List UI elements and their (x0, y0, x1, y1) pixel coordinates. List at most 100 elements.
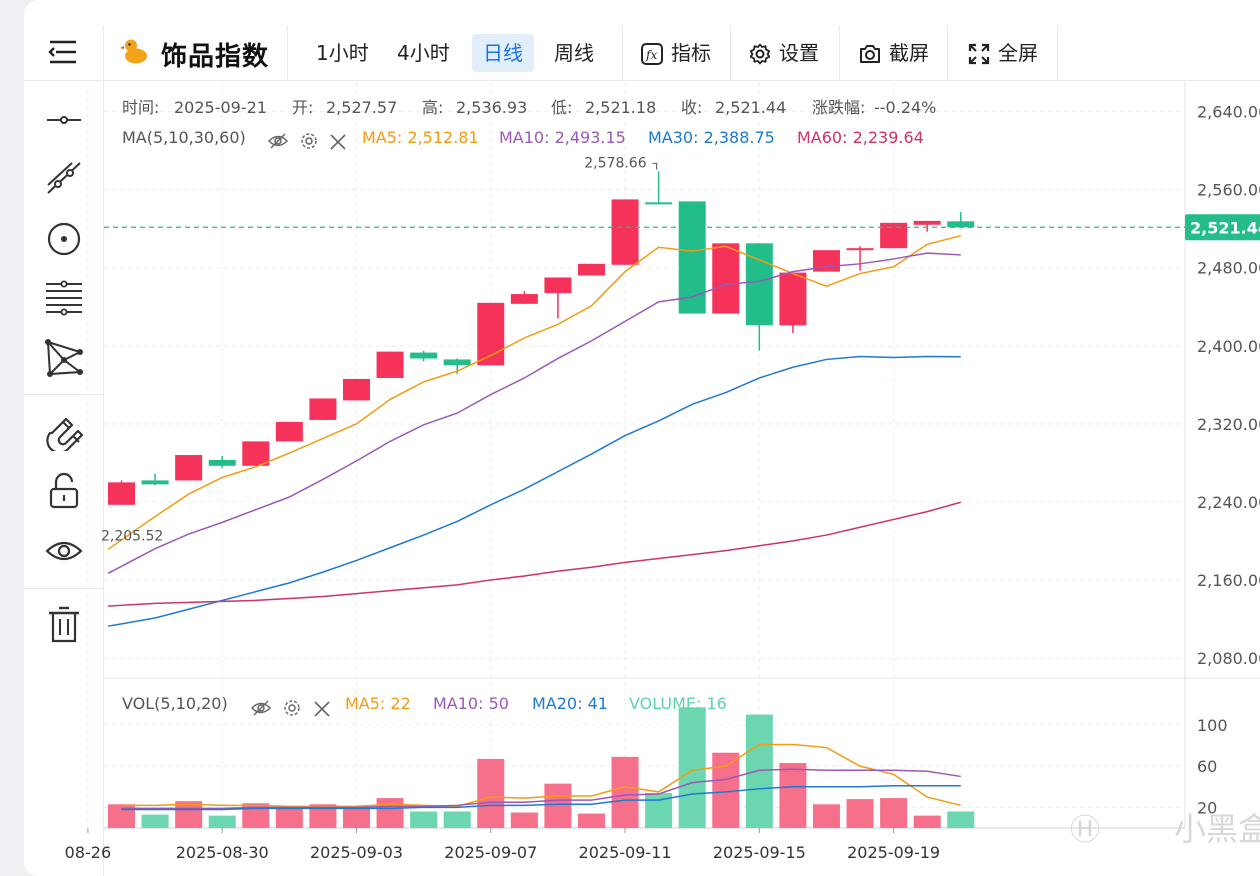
fib-retracement-icon[interactable] (44, 278, 84, 318)
tab-weekly[interactable]: 周线 (554, 41, 594, 65)
price-tick-label: 2,560.00 (1197, 181, 1260, 200)
candle-body (342, 378, 370, 401)
function-icon: fx (641, 43, 663, 65)
tab-daily[interactable]: 日线 (472, 34, 534, 72)
volume-bar (275, 806, 303, 828)
candle-body (443, 359, 471, 366)
volume-bar (443, 811, 471, 828)
low-marker-label: 2,205.52 (101, 529, 163, 545)
ma-legend-label: MA(5,10,30,60) (122, 128, 246, 147)
price-tick-label: 2,400.00 (1197, 337, 1260, 356)
high-label: 高: (422, 98, 443, 117)
candle-body (544, 277, 572, 294)
vol-settings-icon[interactable] (284, 700, 300, 716)
horizontal-line-icon[interactable] (44, 100, 84, 140)
annotations: 2,521.44 2,578.66 2,205.52 (101, 155, 1260, 545)
candle-body (577, 263, 605, 276)
volume-bars (108, 707, 975, 828)
watermark: 小黑盒 (1174, 810, 1260, 848)
volume-bar (309, 804, 337, 828)
time-label: 时间: (122, 98, 159, 117)
volume-ma20-line (121, 784, 961, 811)
volume-bar (544, 783, 572, 828)
tab-4h[interactable]: 4小时 (397, 41, 450, 65)
gear-icon (749, 43, 771, 65)
magnet-icon[interactable] (44, 411, 84, 454)
fullscreen-icon (968, 43, 990, 65)
candle-body (947, 221, 975, 228)
camera-icon (860, 45, 880, 63)
settings-label: 设置 (779, 41, 819, 65)
tab-1h[interactable]: 1小时 (316, 41, 369, 65)
open-label: 开: (292, 98, 313, 117)
svg-text:时间:2025-09-21开:2,527.57高:2,536: 时间: 2025-09-21 开: 2,527.57 高: 2,536.93 低: 2,521… (122, 98, 936, 117)
pattern-tool-icon[interactable] (44, 338, 84, 378)
volume-bar (175, 801, 203, 828)
volume-bar (913, 815, 941, 828)
last-price-tag (1185, 214, 1260, 241)
price-tick-label: 2,160.00 (1197, 571, 1260, 590)
ma5-line (107, 234, 961, 550)
vol-close-icon[interactable] (314, 701, 330, 717)
fullscreen-button[interactable]: 全屏 (967, 34, 1062, 72)
volume-bar (342, 806, 370, 828)
ma60-line (108, 501, 961, 607)
open-value: 2,527.57 (326, 98, 397, 117)
candlestick-chart[interactable]: 2,640.00 2,560.00 2,480.00 2,400.00 2,320.00… (24, 0, 1260, 876)
circle-tool-icon[interactable] (44, 218, 84, 258)
candle-body (141, 480, 169, 485)
time-tick-label: 08-26 (65, 843, 112, 862)
price-tick-label: 2,240.00 (1197, 493, 1260, 512)
candle-body (376, 351, 404, 378)
price-tick-label: 2,640.00 (1197, 103, 1260, 122)
ma-close-icon[interactable] (330, 134, 346, 150)
volume-bar (611, 756, 639, 828)
candle-body (510, 294, 538, 304)
ma-hide-icon[interactable] (267, 133, 289, 149)
volume-ma-lines (121, 743, 961, 811)
vol-hide-icon[interactable] (250, 700, 272, 716)
screenshot-button[interactable]: 截屏 (858, 34, 953, 72)
candle-body (175, 455, 203, 481)
fullscreen-label: 全屏 (998, 41, 1038, 65)
unlock-icon[interactable] (44, 471, 84, 511)
settings-button[interactable]: 设置 (748, 34, 843, 72)
price-tick-label: 2,320.00 (1197, 415, 1260, 434)
collapse-menu-icon[interactable] (44, 34, 80, 70)
time-tick-label: 2025-08-30 (176, 843, 269, 862)
toolbar-divider (103, 26, 104, 80)
volume-ma5-line (121, 743, 961, 808)
vol-ma10-legend: MA10: 50 (433, 694, 509, 713)
change-value: --0.24% (874, 98, 936, 117)
volume-bar (779, 763, 807, 828)
ma-settings-icon[interactable] (301, 133, 317, 149)
volume-legend: VOLUME: 16 (629, 694, 727, 713)
trend-line-icon[interactable] (44, 159, 84, 199)
vol-legend-label: VOL(5,10,20) (122, 694, 228, 713)
trash-icon[interactable] (44, 605, 84, 645)
screenshot-label: 截屏 (889, 41, 929, 65)
high-value: 2,536.93 (456, 98, 527, 117)
toolbar-divider (287, 26, 288, 80)
high-marker-label: 2,578.66 (584, 155, 646, 171)
time-tick-label: 2025-09-07 (444, 843, 537, 862)
candle-body (275, 421, 303, 442)
low-label: 低: (551, 98, 572, 117)
close-label: 收: (681, 98, 702, 117)
ma60-legend: MA60: 2,239.64 (797, 128, 924, 147)
ma-lines (107, 234, 961, 627)
page-title: 饰品指数 (161, 42, 270, 72)
ma30-line (107, 355, 961, 627)
eye-icon[interactable] (44, 531, 84, 571)
toolbar-divider (839, 26, 840, 80)
vol-ma5-legend: MA5: 22 (345, 694, 411, 713)
low-value: 2,521.18 (585, 98, 656, 117)
volume-bar (141, 814, 169, 828)
candle-body (309, 398, 337, 420)
candle-body (611, 199, 639, 265)
volume-bar (108, 804, 135, 828)
sidebar-divider (24, 588, 103, 589)
drawing-tools-sidebar (24, 81, 104, 876)
volume-bar (880, 798, 908, 828)
indicators-button[interactable]: fx 指标 (640, 34, 735, 72)
